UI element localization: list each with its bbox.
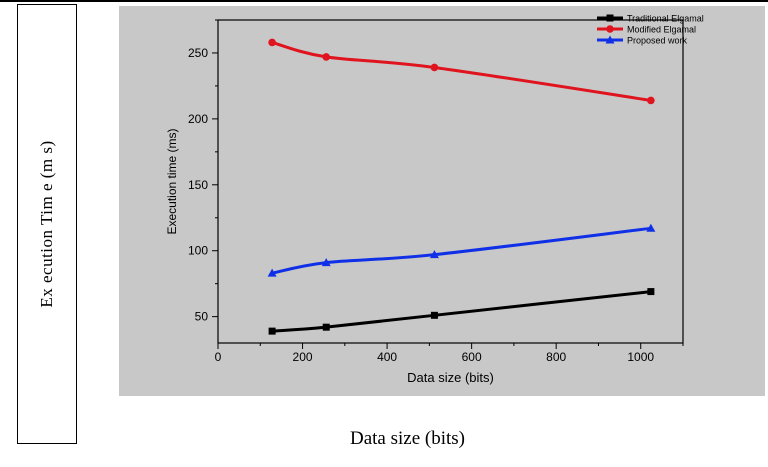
y-tick-label: 50: [195, 310, 209, 324]
y-tick-label: 100: [188, 244, 208, 258]
figure-x-axis-label: Data size (bits): [350, 428, 466, 449]
x-tick-label: 1000: [627, 350, 654, 364]
legend-label: Proposed work: [627, 36, 688, 46]
x-tick-label: 600: [462, 350, 482, 364]
data-point: [321, 258, 331, 267]
y-tick-label: 200: [188, 112, 208, 126]
data-point: [430, 63, 439, 72]
plot-frame: [217, 19, 684, 344]
legend-marker: [606, 14, 614, 22]
y-axis-label-box: [17, 4, 77, 444]
data-point: [322, 323, 330, 331]
data-point: [647, 288, 655, 296]
data-point: [430, 311, 438, 319]
plot-background: [119, 6, 765, 396]
data-point: [268, 327, 276, 335]
data-point: [646, 223, 656, 232]
chart-y-axis-label: Execution time (ms): [165, 128, 179, 234]
x-tick-label: 0: [215, 350, 222, 364]
legend-label: Traditional Elgamal: [627, 14, 704, 24]
y-tick-label: 250: [188, 46, 208, 60]
figure-y-axis-label: Ex ecution Tim e (m s): [37, 140, 56, 308]
line-chart: 0 200 400 600 800 1000 50 100 150 200 250 Data size…: [119, 6, 765, 396]
series-line-2: [271, 226, 652, 275]
legend-marker: [606, 25, 614, 33]
x-tick-label: 400: [377, 350, 397, 364]
top-border-line: [0, 0, 768, 2]
x-tick-label: 800: [546, 350, 566, 364]
chart-panel: 0 200 400 600 800 1000 50 100 150 200 250 Data size…: [119, 6, 765, 396]
series-line-0: [271, 290, 652, 333]
data-point: [267, 268, 277, 277]
data-point: [429, 250, 439, 259]
chart-x-axis-label: Data size (bits): [407, 370, 494, 385]
data-point: [322, 53, 331, 61]
legend-marker: [605, 35, 615, 44]
y-tick-label: 150: [188, 178, 208, 192]
series-line-1: [271, 40, 652, 102]
data-point: [268, 38, 276, 47]
legend-label: Modified Elgamal: [627, 25, 696, 35]
x-tick-label: 200: [293, 350, 313, 364]
data-point: [647, 96, 655, 105]
